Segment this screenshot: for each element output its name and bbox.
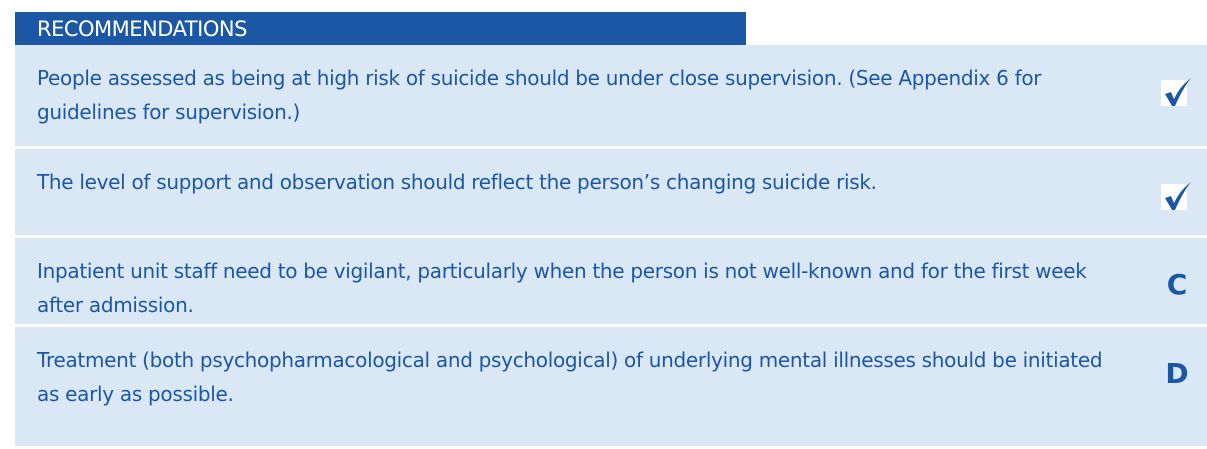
check-icon: [1161, 78, 1191, 106]
recommendation-row: The level of support and observation sho…: [15, 149, 1207, 238]
grade-label: C: [1166, 268, 1188, 301]
grade-cell: [1147, 149, 1207, 235]
recommendation-row: Treatment (both psychopharmacological an…: [15, 327, 1207, 449]
recommendation-list: People assessed as being at high risk of…: [15, 45, 1207, 449]
grade-cell: C: [1147, 238, 1207, 324]
recommendation-row: People assessed as being at high risk of…: [15, 45, 1207, 149]
recommendation-text: Inpatient unit staff need to be vigilant…: [37, 259, 1087, 317]
check-mark: [1165, 182, 1191, 210]
check-icon: [1161, 182, 1191, 210]
grade-cell: D: [1147, 327, 1207, 446]
grade-label: D: [1165, 357, 1189, 390]
recommendation-text: People assessed as being at high risk of…: [37, 66, 1042, 124]
recommendation-text: Treatment (both psychopharmacological an…: [37, 348, 1103, 406]
section-header: RECOMMENDATIONS: [15, 12, 746, 45]
check-mark: [1165, 78, 1191, 106]
recommendation-row: Inpatient unit staff need to be vigilant…: [15, 238, 1207, 327]
recommendation-text: The level of support and observation sho…: [37, 170, 877, 194]
grade-cell: [1147, 45, 1207, 146]
